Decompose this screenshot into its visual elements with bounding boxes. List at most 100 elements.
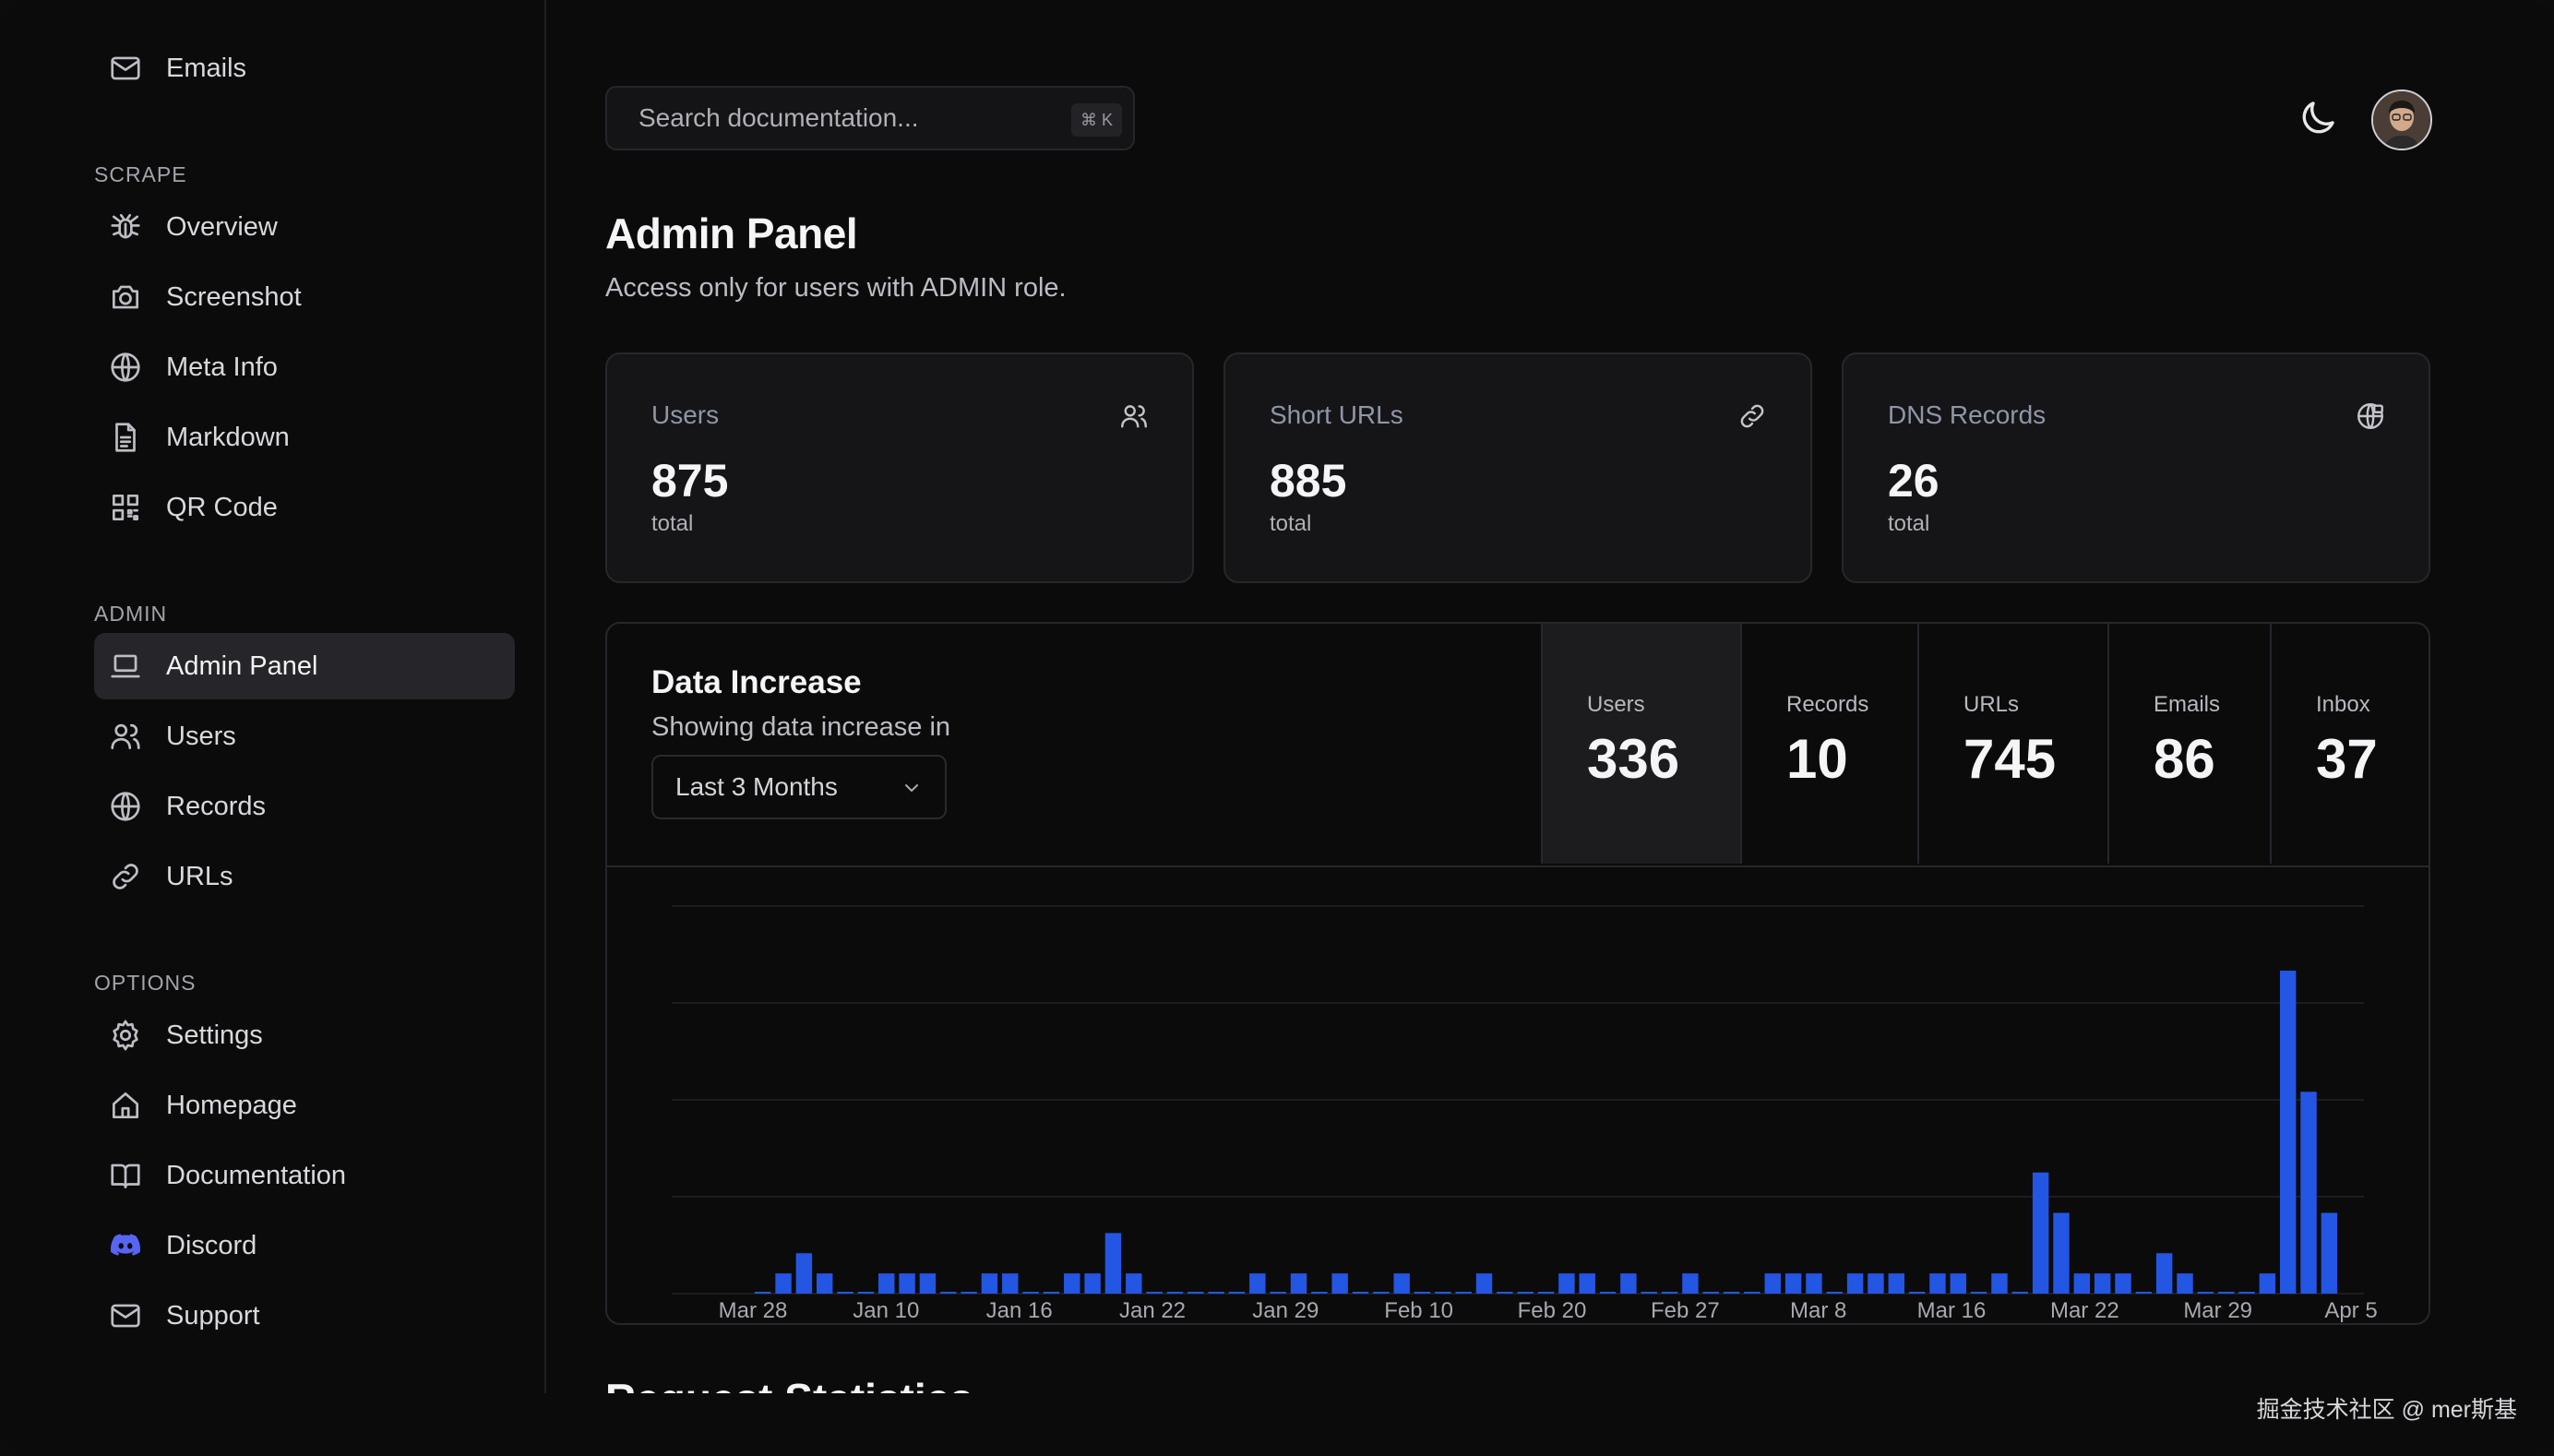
chart-bar[interactable] — [899, 1273, 915, 1294]
sidebar-item-homepage[interactable]: Homepage — [94, 1072, 515, 1139]
metric-tab-records[interactable]: Records 10 — [1740, 624, 1917, 864]
sidebar-item-records[interactable]: Records — [94, 773, 515, 840]
chart-bar[interactable] — [1043, 1292, 1060, 1294]
chart-bar[interactable] — [837, 1292, 853, 1294]
chart-bar[interactable] — [1702, 1292, 1719, 1294]
chart-bar[interactable] — [1002, 1273, 1019, 1294]
chart-bar[interactable] — [1517, 1292, 1534, 1294]
chart-bar[interactable] — [2094, 1273, 2111, 1294]
chart-bar[interactable] — [2259, 1273, 2276, 1294]
chart-bar[interactable] — [2238, 1292, 2255, 1294]
chart-bar[interactable] — [1393, 1273, 1410, 1294]
chart-bar[interactable] — [1888, 1273, 1904, 1294]
chart-bar[interactable] — [1537, 1292, 1555, 1294]
theme-toggle-button[interactable] — [2296, 96, 2340, 140]
chart-bar[interactable] — [1414, 1292, 1431, 1294]
sidebar-item-meta-info[interactable]: Meta Info — [94, 334, 515, 400]
sidebar-item-markdown[interactable]: Markdown — [94, 404, 515, 471]
chart-bar[interactable] — [1166, 1292, 1184, 1294]
chart-bar[interactable] — [1497, 1292, 1513, 1294]
sidebar-item-screenshot[interactable]: Screenshot — [94, 264, 515, 330]
chart-bar[interactable] — [1991, 1273, 2008, 1294]
chart-bar[interactable] — [1661, 1292, 1678, 1294]
sidebar-item-settings[interactable]: Settings — [94, 1002, 515, 1068]
chart-bar[interactable] — [1950, 1273, 1967, 1294]
chart-bar[interactable] — [1352, 1292, 1369, 1294]
sidebar-item-overview[interactable]: Overview — [94, 194, 515, 260]
chart-bar[interactable] — [1599, 1292, 1617, 1294]
chart-bar[interactable] — [2197, 1292, 2214, 1294]
chart-bar[interactable] — [2321, 1212, 2338, 1295]
chart-bar[interactable] — [1084, 1273, 1101, 1294]
sidebar-item-discord[interactable]: Discord — [94, 1212, 515, 1279]
chart-bar[interactable] — [1970, 1292, 1987, 1294]
chart-bar[interactable] — [1022, 1292, 1039, 1294]
chart-bar[interactable] — [857, 1292, 875, 1294]
chart-bar[interactable] — [1868, 1273, 1884, 1294]
chart-bar[interactable] — [2135, 1292, 2153, 1294]
chart-bar[interactable] — [1826, 1292, 1843, 1294]
chart-bar[interactable] — [1846, 1273, 1864, 1294]
chart-bar[interactable] — [2217, 1292, 2235, 1294]
chart-bar[interactable] — [1620, 1273, 1637, 1294]
chart-bar[interactable] — [981, 1273, 998, 1294]
metric-tab-inbox[interactable]: Inbox 37 — [2270, 624, 2429, 864]
chart-bar[interactable] — [1249, 1273, 1266, 1294]
search-box[interactable]: ⌘ K — [605, 86, 1135, 150]
chart-bar[interactable] — [919, 1273, 937, 1294]
chart-bar[interactable] — [1908, 1292, 1926, 1294]
chart-bar[interactable] — [1290, 1273, 1307, 1294]
chart-bar[interactable] — [817, 1273, 833, 1294]
sidebar-item-users[interactable]: Users — [94, 703, 515, 770]
chart-bar[interactable] — [1558, 1273, 1575, 1294]
chart-bar[interactable] — [1744, 1292, 1760, 1294]
chart-bar[interactable] — [1228, 1292, 1246, 1294]
avatar[interactable] — [2371, 90, 2432, 150]
sidebar-item-documentation[interactable]: Documentation — [94, 1142, 515, 1209]
chart-bar[interactable] — [775, 1273, 792, 1294]
sidebar-item-emails[interactable]: Emails — [94, 35, 515, 101]
chart-bar[interactable] — [2300, 1092, 2317, 1294]
chart-bar[interactable] — [1455, 1292, 1472, 1294]
chart-bar[interactable] — [1929, 1273, 1946, 1294]
chart-bar[interactable] — [1579, 1273, 1595, 1294]
metric-tab-urls[interactable]: URLs 745 — [1917, 624, 2107, 864]
chart-bar[interactable] — [2073, 1273, 2091, 1294]
chart-bar[interactable] — [1475, 1273, 1493, 1294]
chart-bar[interactable] — [1435, 1292, 1451, 1294]
chart-bar[interactable] — [2155, 1253, 2173, 1294]
chart-bar[interactable] — [1208, 1292, 1224, 1294]
chart-bar[interactable] — [2177, 1273, 2193, 1294]
chart-bar[interactable] — [2053, 1212, 2070, 1295]
chart-bar[interactable] — [755, 1292, 771, 1294]
chart-bar[interactable] — [1146, 1292, 1163, 1294]
chart-bar[interactable] — [940, 1292, 957, 1294]
chart-bar[interactable] — [1064, 1273, 1080, 1294]
chart-bar[interactable] — [1104, 1233, 1122, 1294]
sidebar-item-admin-panel[interactable]: Admin Panel — [94, 633, 515, 699]
chart-bar[interactable] — [1806, 1273, 1822, 1294]
chart-bar[interactable] — [1331, 1273, 1348, 1294]
chart-bar[interactable] — [795, 1253, 813, 1294]
chart-bar[interactable] — [2279, 971, 2297, 1294]
chart-bar[interactable] — [2011, 1292, 2029, 1294]
metric-tab-emails[interactable]: Emails 86 — [2107, 624, 2270, 864]
search-input[interactable] — [637, 102, 1046, 134]
chart-bar[interactable] — [1764, 1273, 1781, 1294]
chart-bar[interactable] — [961, 1292, 977, 1294]
chart-bar[interactable] — [1723, 1292, 1740, 1294]
chart-bar[interactable] — [1270, 1292, 1286, 1294]
chart-bar[interactable] — [1311, 1292, 1328, 1294]
chart-bar[interactable] — [878, 1273, 895, 1294]
range-select[interactable]: Last 3 Months — [651, 755, 947, 819]
sidebar-item-qr-code[interactable]: QR Code — [94, 474, 515, 541]
chart-bar[interactable] — [1126, 1273, 1142, 1294]
chart-bar[interactable] — [2032, 1172, 2049, 1294]
chart-bar[interactable] — [1373, 1292, 1390, 1294]
chart-bar[interactable] — [1187, 1292, 1204, 1294]
chart-bar[interactable] — [2115, 1273, 2131, 1294]
sidebar-item-urls[interactable]: URLs — [94, 843, 515, 910]
chart-bar[interactable] — [1682, 1273, 1699, 1294]
chart-bar[interactable] — [1641, 1292, 1657, 1294]
chart-bar[interactable] — [1784, 1273, 1802, 1294]
